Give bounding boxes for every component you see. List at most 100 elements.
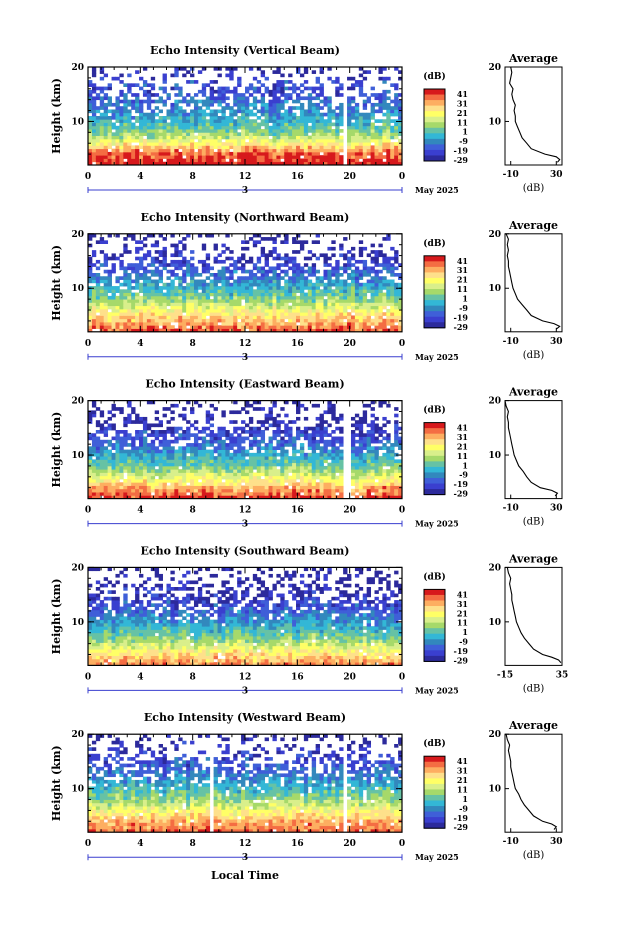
- heatmap-cell: [237, 475, 242, 480]
- heatmap-cell: [88, 433, 93, 437]
- heatmap-cell: [166, 116, 171, 120]
- heatmap-cell: [303, 479, 309, 483]
- heatmap-cell: [88, 436, 93, 441]
- heatmap-cell: [107, 125, 112, 130]
- heatmap-cell: [350, 112, 356, 117]
- heatmap-cell: [374, 308, 379, 313]
- heatmap-cell: [213, 469, 218, 473]
- heatmap-cell: [311, 482, 317, 486]
- heatmap-cell: [319, 452, 324, 457]
- heatmap-cell: [95, 135, 101, 140]
- heatmap-cell: [229, 459, 234, 464]
- heatmap-cell: [335, 312, 340, 316]
- heatmap-cell: [127, 286, 132, 290]
- heatmap-cell: [95, 109, 101, 114]
- heatmap-cell: [288, 112, 293, 117]
- heatmap-cell: [201, 318, 207, 323]
- heatmap-cell: [217, 129, 222, 133]
- heatmap-cell: [288, 318, 293, 323]
- heatmap-cell: [358, 132, 364, 136]
- heatmap-cell: [209, 135, 215, 140]
- heatmap-cell: [323, 253, 328, 258]
- heatmap-cell: [272, 305, 277, 310]
- heatmap-cell: [256, 495, 262, 499]
- heatmap-cell: [135, 125, 140, 130]
- colorbar-swatch: [424, 255, 445, 262]
- heatmap-cell: [174, 67, 179, 71]
- heatmap-cell: [131, 475, 136, 480]
- heatmap-cell: [248, 456, 254, 460]
- heatmap-cell: [135, 420, 140, 424]
- heatmap-cell: [115, 289, 120, 293]
- heatmap-cell: [95, 462, 101, 467]
- average-profile-line: [509, 66, 561, 163]
- heatmap-cell: [323, 96, 328, 101]
- heatmap-cell: [150, 158, 156, 163]
- heatmap-cell: [229, 286, 234, 290]
- heatmap-cell: [374, 312, 379, 316]
- heatmap-cell: [335, 279, 340, 284]
- heatmap-cell: [374, 132, 379, 136]
- heatmap-cell: [99, 292, 105, 297]
- heatmap-cell: [299, 322, 305, 326]
- heatmap-cell: [378, 106, 383, 110]
- heatmap-cell: [186, 102, 191, 107]
- heatmap-cell: [88, 325, 93, 329]
- heatmap-cell: [233, 142, 238, 146]
- heatmap-cell: [280, 125, 285, 130]
- heatmap-cell: [182, 452, 187, 457]
- heatmap-cell: [123, 459, 128, 464]
- heatmap-cell: [366, 322, 372, 326]
- heatmap-cell: [386, 292, 391, 297]
- heatmap-cell: [241, 289, 246, 293]
- heatmap-cell: [197, 328, 203, 333]
- heatmap-cell: [241, 430, 246, 434]
- heatmap-cell: [347, 315, 352, 320]
- heatmap-cell: [299, 446, 305, 450]
- heatmap-cell: [280, 256, 285, 261]
- heatmap-cell: [88, 96, 93, 101]
- heatmap-cell: [386, 106, 391, 110]
- heatmap-cell: [111, 305, 116, 310]
- heatmap-cell: [347, 295, 352, 300]
- heatmap-cell: [205, 138, 211, 143]
- heatmap-cell: [350, 253, 356, 258]
- heatmap-cell: [154, 328, 160, 333]
- heatmap-cell: [296, 436, 301, 441]
- heatmap-cell: [229, 299, 234, 303]
- heatmap-cell: [193, 142, 199, 146]
- heatmap-cell: [221, 122, 226, 127]
- heatmap-cell: [111, 132, 116, 136]
- heatmap-cell: [299, 312, 305, 316]
- heatmap-cell: [99, 135, 105, 140]
- heatmap-cell: [193, 439, 199, 444]
- heatmap-cell: [123, 322, 128, 326]
- heatmap-cell: [358, 73, 364, 78]
- heatmap-cell: [225, 129, 230, 133]
- heatmap-cell: [178, 253, 183, 258]
- heatmap-cell: [123, 96, 128, 101]
- heatmap-cell: [382, 122, 387, 127]
- heatmap-cell: [182, 151, 187, 156]
- heatmap-cell: [260, 433, 266, 437]
- heatmap-cell: [237, 302, 242, 307]
- heatmap-cell: [386, 138, 391, 143]
- heatmap-cell: [115, 449, 120, 454]
- heatmap-cell: [245, 145, 250, 150]
- heatmap-cell: [378, 322, 383, 326]
- heatmap-cell: [233, 452, 238, 457]
- heatmap-cell: [190, 142, 195, 146]
- heatmap-cell: [193, 266, 199, 271]
- heatmap-cell: [217, 430, 222, 434]
- heatmap-cell: [256, 282, 262, 287]
- heatmap-cell: [201, 243, 207, 248]
- heatmap-cell: [280, 308, 285, 313]
- heatmap-cell: [150, 318, 156, 323]
- heatmap-cell: [248, 109, 254, 114]
- y-tick-label: 20: [71, 63, 84, 73]
- heatmap-cell: [229, 142, 234, 146]
- heatmap-cell: [88, 479, 93, 483]
- heatmap-cell: [296, 400, 301, 405]
- heatmap-cell: [135, 155, 140, 159]
- heatmap-cell: [378, 161, 383, 166]
